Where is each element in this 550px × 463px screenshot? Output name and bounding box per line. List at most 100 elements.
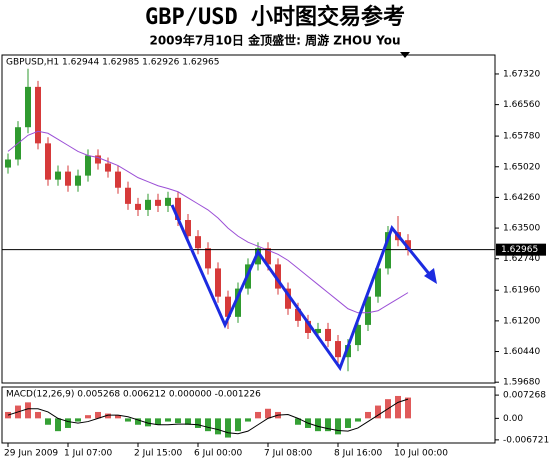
candle-body xyxy=(195,236,201,249)
y-tick-label: 1.61960 xyxy=(503,286,540,296)
candle-body xyxy=(175,197,181,221)
candle-body xyxy=(315,328,321,333)
macd-bar xyxy=(195,418,201,428)
macd-bar xyxy=(375,405,381,419)
candle-body xyxy=(85,155,91,176)
x-tick-label: 29 Jun 2009 xyxy=(4,449,58,459)
candle-body xyxy=(95,155,101,164)
candle-body xyxy=(345,345,351,358)
macd-bar xyxy=(85,415,91,419)
macd-bar xyxy=(355,418,361,422)
candle-body xyxy=(305,320,311,333)
macd-bar xyxy=(335,418,341,435)
x-tick-label: 2 Jul 15:00 xyxy=(134,449,183,459)
macd-bar xyxy=(175,418,181,424)
candle-body xyxy=(255,248,261,265)
candle-body xyxy=(365,296,371,325)
candle-body xyxy=(285,288,291,309)
candle-body xyxy=(125,187,131,204)
page-subtitle: 2009年7月10日 金顶盛世: 周游 ZHOU You xyxy=(149,33,400,48)
macd-bar xyxy=(255,411,261,419)
x-tick-label: 8 Jul 16:00 xyxy=(334,449,383,459)
candle-body xyxy=(205,248,211,269)
zigzag-annotation xyxy=(170,204,432,372)
candle-body xyxy=(55,171,61,180)
macd-bar xyxy=(345,418,351,428)
candle-body xyxy=(145,199,151,210)
page-title: GBP/USD 小时图交易参考 xyxy=(145,4,405,30)
macd-bar xyxy=(65,418,71,428)
candle-body xyxy=(275,264,281,289)
candle-body xyxy=(225,296,231,317)
macd-frame xyxy=(1,386,496,444)
macd-bar xyxy=(245,418,251,422)
macd-header: MACD(12,26,9) 0.005268 0.006212 0.000000… xyxy=(6,390,261,400)
macd-bar xyxy=(295,418,301,425)
candle-body xyxy=(105,163,111,172)
macd-bar xyxy=(25,402,31,419)
macd-bar xyxy=(75,418,81,422)
macd-y-tick-label: 0.00 xyxy=(503,414,523,424)
candle-body xyxy=(135,203,141,210)
y-tick-label: 1.63500 xyxy=(503,224,540,234)
x-tick-label: 6 Jul 00:00 xyxy=(194,449,243,459)
candle-body xyxy=(405,240,411,250)
last-price-label: 1.62965 xyxy=(501,245,538,255)
candle-body xyxy=(115,171,121,188)
macd-y-tick-label: -0.006721 xyxy=(503,435,549,445)
candle-body xyxy=(45,143,51,180)
candle-body xyxy=(355,324,361,346)
x-tick-label: 7 Jul 08:00 xyxy=(264,449,313,459)
macd-bar xyxy=(365,411,371,419)
candle-body xyxy=(335,341,341,358)
x-tick-label: 10 Jul 00:00 xyxy=(394,449,448,459)
macd-bar xyxy=(145,418,151,427)
candle-body xyxy=(5,159,11,168)
y-tick-label: 1.59680 xyxy=(503,378,540,388)
macd-bar xyxy=(215,418,221,435)
macd-bar xyxy=(165,418,171,422)
candle-body xyxy=(325,328,331,342)
candle-body xyxy=(155,199,161,206)
y-tick-label: 1.60440 xyxy=(503,347,540,357)
y-tick-label: 1.67320 xyxy=(503,69,540,79)
chart-header: GBPUSD,H1 1.62944 1.62985 1.62926 1.6296… xyxy=(6,58,219,68)
candle-body xyxy=(235,288,241,317)
candle-body xyxy=(265,248,271,265)
y-tick-label: 1.61200 xyxy=(503,316,540,326)
macd-bar xyxy=(105,413,111,419)
candle-body xyxy=(35,86,41,144)
macd-bar xyxy=(315,418,321,432)
candle-body xyxy=(185,220,191,237)
macd-bar xyxy=(235,418,241,432)
last-price-box xyxy=(496,243,546,256)
macd-bar xyxy=(125,418,131,422)
candle-body xyxy=(215,268,221,297)
candle-body xyxy=(65,171,71,186)
macd-bar xyxy=(265,408,271,419)
candle-body xyxy=(295,308,301,321)
y-tick-label: 1.66560 xyxy=(503,100,540,110)
candle-body xyxy=(165,197,171,206)
macd-bar xyxy=(55,418,61,432)
macd-bar xyxy=(135,418,141,425)
macd-bar xyxy=(395,395,401,419)
macd-bar xyxy=(155,418,161,425)
arrow-head xyxy=(424,268,437,284)
macd-bar xyxy=(405,397,411,419)
price-frame xyxy=(1,54,496,384)
candle-body xyxy=(25,86,31,128)
macd-bar xyxy=(185,418,191,425)
candle-body xyxy=(375,268,381,297)
candle-body xyxy=(385,232,391,269)
macd-bar xyxy=(225,418,231,438)
macd-y-tick-label: 0.007268 xyxy=(503,391,546,401)
y-tick-label: 1.64260 xyxy=(503,193,540,203)
macd-bar xyxy=(35,411,41,419)
macd-bar xyxy=(325,418,331,432)
macd-bar xyxy=(205,418,211,432)
y-tick-label: 1.62740 xyxy=(503,254,540,264)
macd-bar xyxy=(45,418,51,425)
